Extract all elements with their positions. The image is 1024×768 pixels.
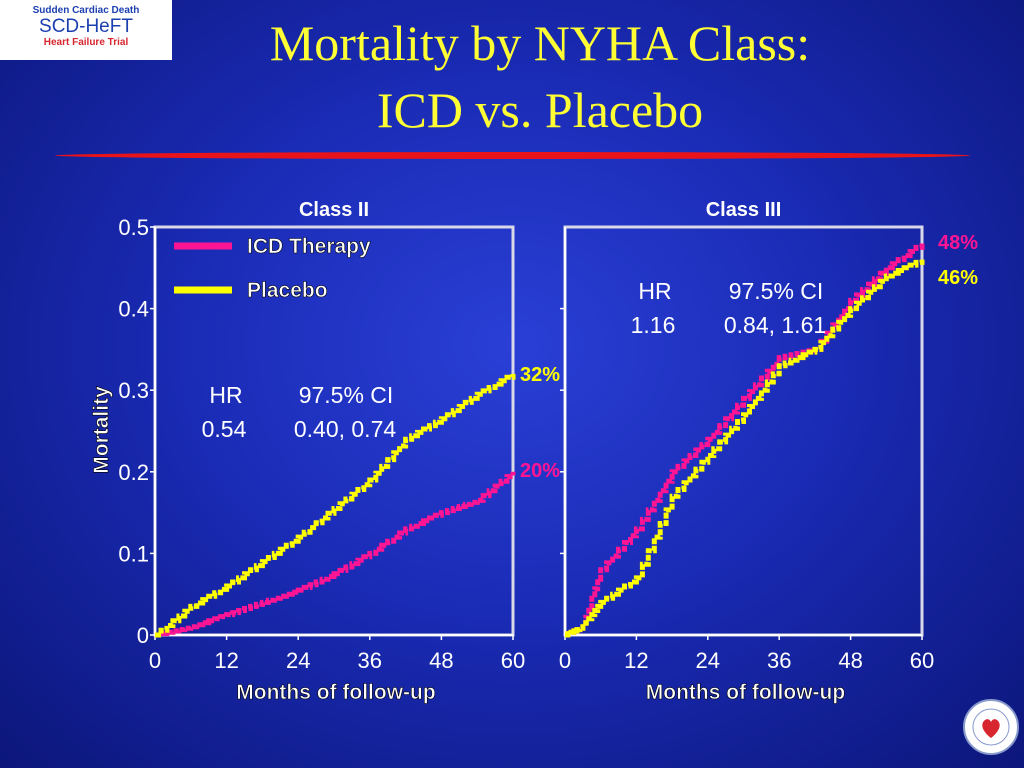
- icd-end-label: 48%: [938, 232, 978, 254]
- placebo-curve-1: [155, 373, 516, 638]
- x-tick-label: 60: [501, 648, 525, 673]
- icd-end-label: 20%: [520, 460, 560, 482]
- y-tick-label: 0.5: [118, 215, 149, 240]
- ci-label: 97.5% CI: [729, 278, 824, 304]
- placebo-curve-2: [565, 259, 925, 638]
- ci-value: 0.40, 0.74: [294, 416, 397, 442]
- y-tick-label: 0.4: [118, 297, 149, 322]
- y-tick-label: 0.3: [118, 378, 149, 403]
- hr-label: HR: [209, 382, 242, 408]
- hr-value: 0.54: [202, 416, 247, 442]
- y-tick-label: 0: [137, 623, 149, 648]
- x-tick-label: 60: [910, 648, 934, 673]
- y-tick-label: 0.1: [118, 541, 149, 566]
- x-tick-label: 24: [286, 648, 310, 673]
- y-axis-label: Mortality: [90, 386, 113, 474]
- x-tick-label: 36: [767, 648, 791, 673]
- slide-title-line-2: ICD vs. Placebo: [376, 82, 704, 138]
- legend-placebo-label: Placebo: [247, 279, 328, 302]
- logo-line-2: SCD-HeFT: [39, 16, 133, 37]
- x-tick-label: 48: [838, 648, 862, 673]
- x-tick-label: 0: [149, 648, 161, 673]
- logo-line-3: Heart Failure Trial: [43, 37, 129, 48]
- panel-title: Class II: [299, 199, 369, 221]
- hr-label: HR: [638, 278, 671, 304]
- x-tick-label: 48: [429, 648, 453, 673]
- nhlbi-seal-icon: [963, 699, 1019, 755]
- panel-title: Class III: [706, 199, 782, 221]
- ci-label: 97.5% CI: [299, 382, 394, 408]
- x-tick-label: 0: [559, 648, 571, 673]
- logo-line-1: Sudden Cardiac Death: [32, 5, 140, 16]
- placebo-end-label: 32%: [520, 364, 560, 386]
- icd-curve-2: [565, 243, 925, 638]
- legend-icd-label: ICD Therapy: [247, 235, 371, 258]
- slide-title-line-1: Mortality by NYHA Class:: [269, 15, 811, 71]
- x-tick-label: 36: [358, 648, 382, 673]
- icd-curve-1: [155, 471, 516, 638]
- x-tick-label: 24: [696, 648, 720, 673]
- ci-value: 0.84, 1.61: [724, 312, 826, 338]
- x-axis-label: Months of follow-up: [646, 681, 845, 704]
- x-tick-label: 12: [624, 648, 648, 673]
- x-axis-label: Months of follow-up: [236, 681, 435, 704]
- title-underline: [55, 152, 970, 159]
- scd-heft-logo: Sudden Cardiac Death SCD-HeFT Heart Fail…: [0, 0, 172, 60]
- placebo-end-label: 46%: [938, 267, 978, 289]
- hr-value: 1.16: [631, 312, 676, 338]
- x-tick-label: 12: [214, 648, 238, 673]
- y-tick-label: 0.2: [118, 460, 149, 485]
